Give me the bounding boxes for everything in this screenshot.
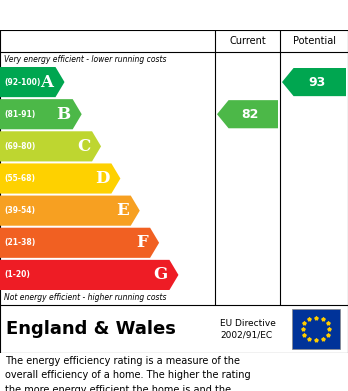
Text: Very energy efficient - lower running costs: Very energy efficient - lower running co… — [4, 54, 166, 63]
Text: (1-20): (1-20) — [4, 271, 30, 280]
Text: England & Wales: England & Wales — [6, 320, 176, 338]
Text: C: C — [77, 138, 90, 155]
Polygon shape — [217, 100, 278, 128]
Text: Not energy efficient - higher running costs: Not energy efficient - higher running co… — [4, 294, 166, 303]
Text: (92-100): (92-100) — [4, 77, 40, 86]
Text: (55-68): (55-68) — [4, 174, 35, 183]
Text: (21-38): (21-38) — [4, 238, 35, 247]
Text: B: B — [57, 106, 71, 123]
Text: Potential: Potential — [293, 36, 335, 46]
Polygon shape — [0, 228, 159, 258]
Text: Energy Efficiency Rating: Energy Efficiency Rating — [6, 7, 216, 23]
Polygon shape — [0, 99, 82, 129]
Text: (39-54): (39-54) — [4, 206, 35, 215]
Polygon shape — [0, 131, 101, 161]
Text: (69-80): (69-80) — [4, 142, 35, 151]
Text: F: F — [136, 234, 148, 251]
Text: E: E — [116, 202, 129, 219]
Text: (81-91): (81-91) — [4, 110, 35, 119]
Text: EU Directive
2002/91/EC: EU Directive 2002/91/EC — [220, 319, 276, 339]
Text: 82: 82 — [242, 108, 259, 121]
Polygon shape — [0, 196, 140, 226]
Polygon shape — [0, 163, 120, 194]
Polygon shape — [282, 68, 346, 96]
Text: D: D — [95, 170, 109, 187]
Text: 93: 93 — [308, 75, 325, 89]
Text: G: G — [153, 266, 167, 283]
Text: Current: Current — [229, 36, 266, 46]
Polygon shape — [0, 67, 64, 97]
Polygon shape — [0, 260, 179, 290]
Bar — [292, 309, 340, 349]
Text: A: A — [40, 74, 54, 91]
Text: The energy efficiency rating is a measure of the
overall efficiency of a home. T: The energy efficiency rating is a measur… — [5, 356, 251, 391]
